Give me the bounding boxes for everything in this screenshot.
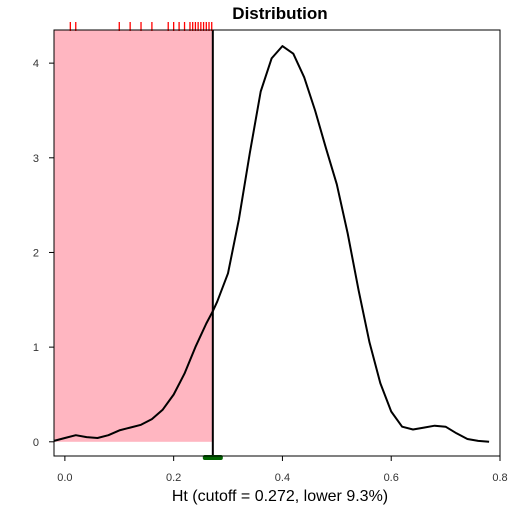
- x-tick-label: 0.2: [166, 472, 181, 484]
- chart-title: Distribution: [232, 4, 328, 23]
- y-tick-label: 3: [33, 153, 39, 165]
- x-tick-label: 0.6: [384, 472, 399, 484]
- x-axis-label: Ht (cutoff = 0.272, lower 9.3%): [171, 488, 389, 505]
- lower-region-shade: [54, 30, 213, 442]
- plot-frame: [53, 29, 501, 457]
- x-tick-label: 0.0: [57, 472, 72, 484]
- y-tick-label: 0: [33, 437, 39, 449]
- y-tick-label: 4: [33, 58, 39, 70]
- x-tick-label: 0.4: [275, 472, 290, 484]
- density-curve: [53, 45, 490, 443]
- y-tick-label: 1: [33, 342, 39, 354]
- y-tick-label: 2: [33, 247, 39, 259]
- x-tick-label: 0.8: [492, 472, 507, 484]
